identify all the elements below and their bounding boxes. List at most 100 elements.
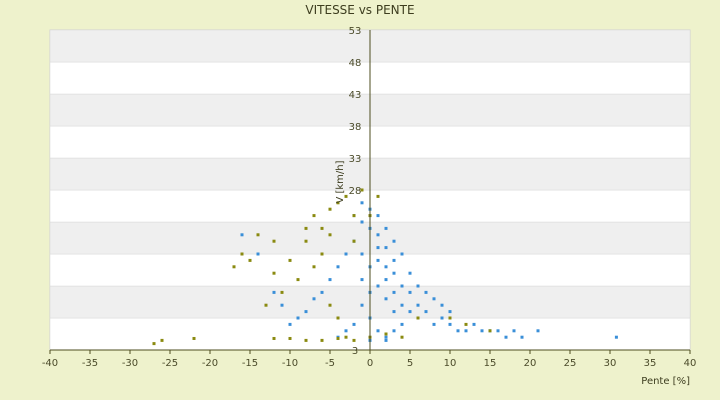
data-point-olive	[328, 233, 332, 237]
x-tick-label: 20	[524, 358, 537, 369]
data-point-blue	[392, 290, 396, 294]
data-point-blue	[496, 329, 500, 333]
x-tick-label: 35	[644, 358, 657, 369]
data-point-blue	[384, 335, 388, 339]
data-point-blue	[480, 329, 484, 333]
x-tick-label: -35	[82, 358, 98, 369]
x-tick-label: -15	[242, 358, 258, 369]
data-point-blue	[400, 303, 404, 307]
data-point-blue	[384, 246, 388, 250]
data-point-blue	[352, 322, 356, 326]
data-point-olive	[304, 239, 308, 243]
data-point-olive	[416, 316, 420, 320]
data-point-olive	[192, 336, 196, 340]
data-point-olive	[312, 265, 316, 269]
x-tick-label: 40	[684, 358, 697, 369]
data-point-blue	[336, 265, 340, 269]
data-point-olive	[336, 336, 340, 340]
x-tick-label: -5	[325, 358, 335, 369]
data-point-blue	[392, 258, 396, 262]
data-point-olive	[288, 336, 292, 340]
data-point-blue	[400, 284, 404, 288]
data-point-blue	[512, 329, 516, 333]
y-tick-label: 3	[352, 346, 358, 357]
data-point-olive	[240, 252, 244, 256]
data-point-blue	[360, 220, 364, 224]
data-point-blue	[240, 233, 244, 237]
data-point-blue	[408, 290, 412, 294]
data-point-blue	[312, 297, 316, 301]
data-point-blue	[344, 329, 348, 333]
chart-title: VITESSE vs PENTE	[305, 3, 414, 17]
data-point-blue	[376, 246, 380, 250]
data-point-blue	[376, 258, 380, 262]
data-point-olive	[328, 303, 332, 307]
data-point-olive	[464, 322, 468, 326]
data-point-olive	[448, 316, 452, 320]
data-point-blue	[424, 290, 428, 294]
data-point-blue	[440, 303, 444, 307]
data-point-blue	[360, 303, 364, 307]
data-point-blue	[408, 310, 412, 314]
data-point-olive	[344, 335, 348, 339]
data-point-blue	[464, 329, 468, 333]
data-point-blue	[448, 322, 452, 326]
y-tick-label: 43	[349, 90, 362, 101]
data-point-olive	[272, 336, 276, 340]
data-point-blue	[536, 329, 540, 333]
x-tick-label: 5	[407, 358, 413, 369]
y-tick-label: 28	[349, 186, 362, 197]
data-point-blue	[376, 214, 380, 218]
data-point-blue	[272, 290, 276, 294]
x-tick-label: -10	[282, 358, 298, 369]
data-point-olive	[488, 329, 492, 333]
data-point-blue	[504, 335, 508, 339]
data-point-olive	[320, 338, 324, 342]
data-point-olive	[304, 226, 308, 230]
x-tick-label: 15	[484, 358, 497, 369]
data-point-olive	[288, 258, 292, 262]
data-point-olive	[296, 278, 300, 282]
data-point-blue	[384, 297, 388, 301]
data-point-blue	[400, 252, 404, 256]
data-point-blue	[360, 201, 364, 205]
data-point-blue	[384, 278, 388, 282]
data-point-olive	[232, 265, 236, 269]
data-point-blue	[472, 322, 476, 326]
data-point-blue	[432, 297, 436, 301]
data-point-blue	[344, 252, 348, 256]
data-point-blue	[328, 278, 332, 282]
data-point-blue	[456, 329, 460, 333]
data-point-blue	[448, 310, 452, 314]
data-point-blue	[280, 303, 284, 307]
x-tick-label: 30	[604, 358, 617, 369]
data-point-blue	[360, 252, 364, 256]
data-point-blue	[256, 252, 260, 256]
data-point-olive	[344, 194, 348, 198]
y-tick-label: 38	[349, 122, 362, 133]
data-point-olive	[280, 290, 284, 294]
x-tick-label: -30	[122, 358, 138, 369]
data-point-blue	[416, 284, 420, 288]
data-point-blue	[360, 278, 364, 282]
data-point-blue	[614, 335, 618, 339]
data-point-blue	[376, 329, 380, 333]
data-point-blue	[392, 310, 396, 314]
data-point-blue	[296, 316, 300, 320]
data-point-olive	[400, 335, 404, 339]
x-axis-label: Pente [%]	[641, 376, 690, 387]
y-tick-label: 48	[349, 58, 362, 69]
x-tick-label: 10	[444, 358, 457, 369]
y-tick-label: 53	[349, 26, 362, 37]
data-point-olive	[352, 338, 356, 342]
data-point-blue	[384, 226, 388, 230]
data-point-blue	[376, 284, 380, 288]
data-point-blue	[392, 271, 396, 275]
data-point-olive	[328, 207, 332, 211]
data-point-blue	[384, 338, 388, 342]
data-point-olive	[160, 338, 164, 342]
data-point-blue	[520, 335, 524, 339]
data-point-blue	[384, 265, 388, 269]
data-point-olive	[352, 239, 356, 243]
data-point-olive	[264, 303, 268, 307]
